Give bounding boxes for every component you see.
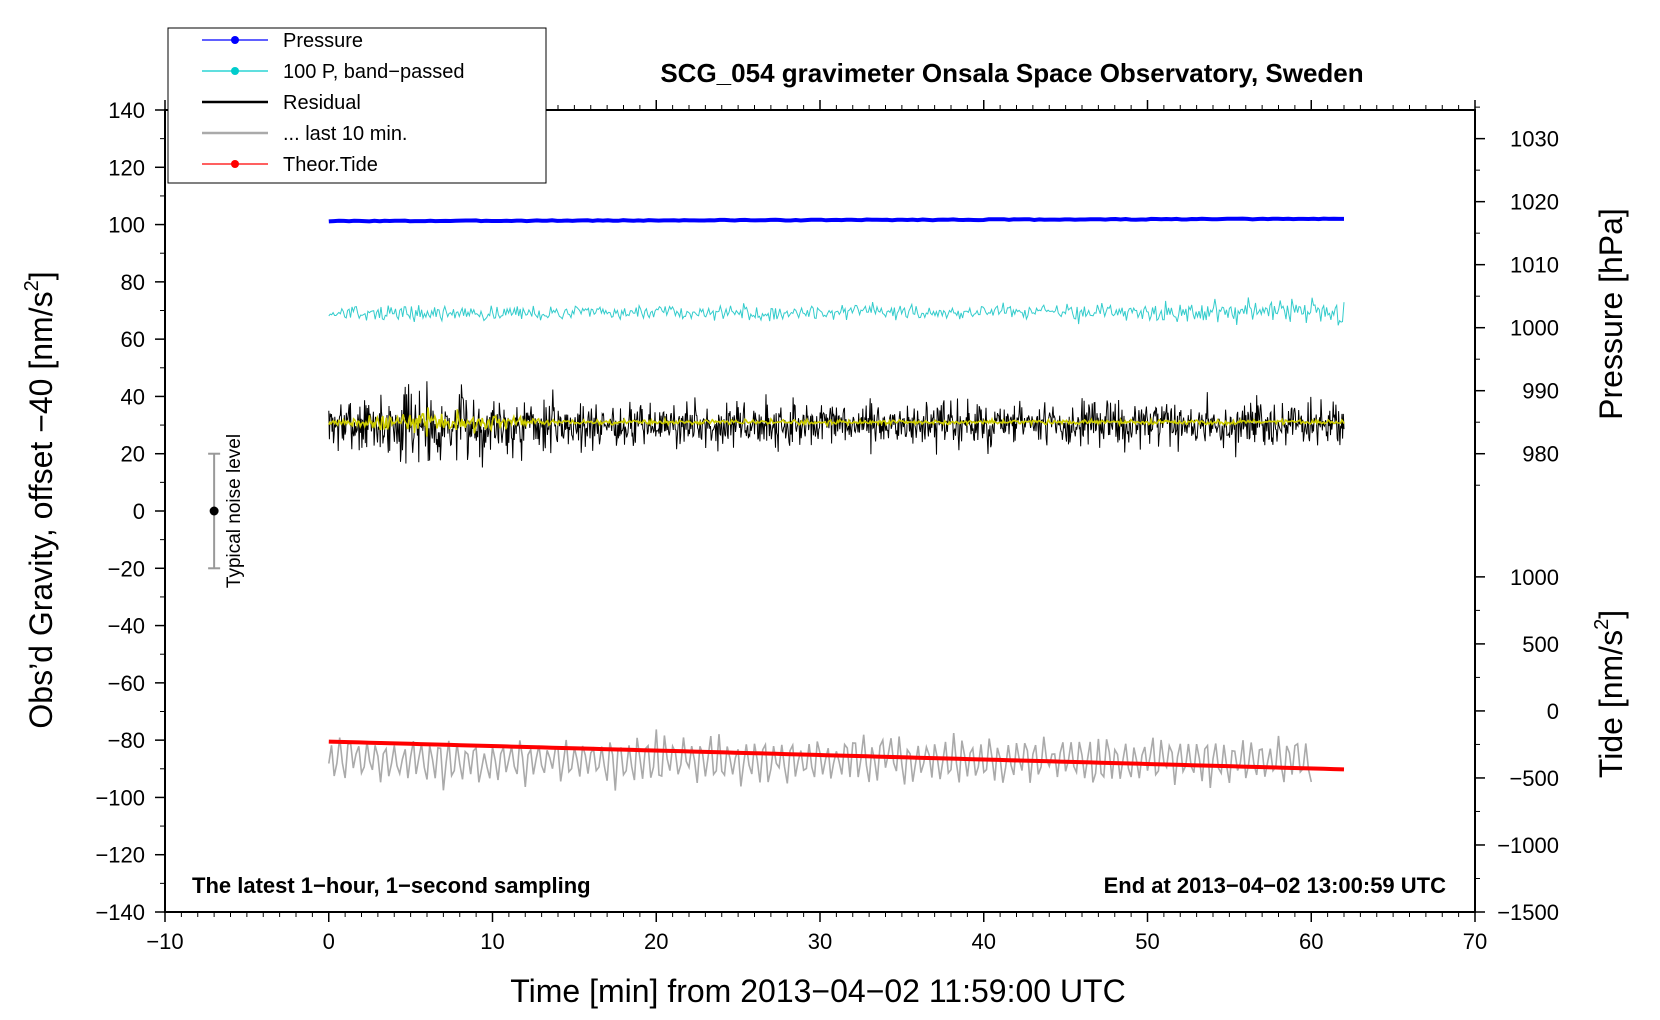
series-bandpassed-line <box>328 297 1345 326</box>
series-residual-smoothed-line <box>328 407 1345 437</box>
noise-bar-dot <box>209 506 219 516</box>
chart-title: SCG_054 gravimeter Onsala Space Observat… <box>660 58 1363 88</box>
x-tick-label: 70 <box>1463 929 1487 954</box>
tide-tick-label: 1000 <box>1510 565 1559 590</box>
y-tick-label: −140 <box>95 900 145 925</box>
legend-label: Residual <box>283 92 361 114</box>
pressure-tick-label: 980 <box>1522 442 1559 467</box>
x-tick-label: 40 <box>972 929 996 954</box>
tide-tick-label: 0 <box>1547 699 1559 724</box>
x-tick-label: −10 <box>146 929 183 954</box>
y-axis-title-tide-sup: 2 <box>1591 619 1613 630</box>
tide-tick-label: −1500 <box>1497 900 1559 925</box>
y-tick-label: 20 <box>121 442 145 467</box>
y-tick-label: 120 <box>108 155 145 180</box>
pressure-tick-label: 990 <box>1522 379 1559 404</box>
y-tick-label: −60 <box>108 671 145 696</box>
series-tide-line <box>328 739 1345 772</box>
series-layer <box>328 216 1345 791</box>
y-tick-label: 80 <box>121 270 145 295</box>
x-tick-label: 30 <box>808 929 832 954</box>
x-tick-label: 0 <box>323 929 335 954</box>
y-tick-label: −80 <box>108 728 145 753</box>
ticks-layer: −10 0 10 20 30 40 50 60 70140120100806040200−20−… <box>95 98 1559 954</box>
x-axis-title: Time [min] from 2013−04−02 11:59:00 UTC <box>510 973 1125 1009</box>
tide-tick-label: 500 <box>1522 632 1559 657</box>
y-tick-label: 100 <box>108 213 145 238</box>
note-bottom-right: End at 2013−04−02 13:00:59 UTC <box>1104 873 1447 898</box>
legend-box <box>167 27 547 184</box>
pressure-tick-label: 1020 <box>1510 190 1559 215</box>
series-last10min-line <box>328 729 1313 791</box>
y-tick-label: 0 <box>133 499 145 524</box>
plot-frame <box>164 109 1476 913</box>
y-axis-title-pressure: Pressure [hPa] <box>1593 208 1629 420</box>
note-bottom-left: The latest 1−hour, 1−second sampling <box>192 873 591 898</box>
y-tick-label: −20 <box>108 556 145 581</box>
y-axis-title-left: Obs’d Gravity, offset −40 [nm/s2] <box>21 271 59 728</box>
y-axis-title-left-end: ] <box>23 271 59 280</box>
y-axis-title-tide-text: Tide [nm/s <box>1593 630 1629 778</box>
pressure-tick-label: 1030 <box>1510 127 1559 152</box>
y-tick-label: −40 <box>108 614 145 639</box>
legend-swatch-marker <box>231 36 239 44</box>
x-tick-label: 50 <box>1135 929 1159 954</box>
legend-swatch-marker <box>231 160 239 168</box>
y-tick-label: 40 <box>121 384 145 409</box>
x-tick-label: 20 <box>644 929 668 954</box>
legend-swatch-marker <box>231 67 239 75</box>
y-tick-label: −100 <box>95 785 145 810</box>
x-tick-label: 60 <box>1299 929 1323 954</box>
y-tick-label: 140 <box>108 98 145 123</box>
series-pressure-line <box>328 216 1344 224</box>
pressure-tick-label: 1000 <box>1510 316 1559 341</box>
tide-tick-label: −1000 <box>1497 833 1559 858</box>
legend-label: Theor.Tide <box>283 154 378 176</box>
y-axis-title-tide-end: ] <box>1593 610 1629 619</box>
legend-label: 100 P, band−passed <box>283 61 464 83</box>
legend-label: Pressure <box>283 30 363 52</box>
y-axis-title-tide: Tide [nm/s2] <box>1591 610 1629 778</box>
y-axis-title-left-text: Obs’d Gravity, offset −40 [nm/s <box>23 291 59 728</box>
y-tick-label: 60 <box>121 327 145 352</box>
x-tick-label: 10 <box>480 929 504 954</box>
noise-bar-label: Typical noise level <box>224 434 245 588</box>
pressure-tick-label: 1010 <box>1510 253 1559 278</box>
legend: Pressure 100 P, band−passed Residual ... la… <box>167 27 547 184</box>
legend-label: ... last 10 min. <box>283 123 408 145</box>
noise-bar: Typical noise level <box>208 434 245 588</box>
y-axis-title-left-sup: 2 <box>21 280 43 291</box>
y-tick-label: −120 <box>95 843 145 868</box>
tide-tick-label: −500 <box>1509 766 1559 791</box>
series-residual-line <box>328 381 1345 468</box>
